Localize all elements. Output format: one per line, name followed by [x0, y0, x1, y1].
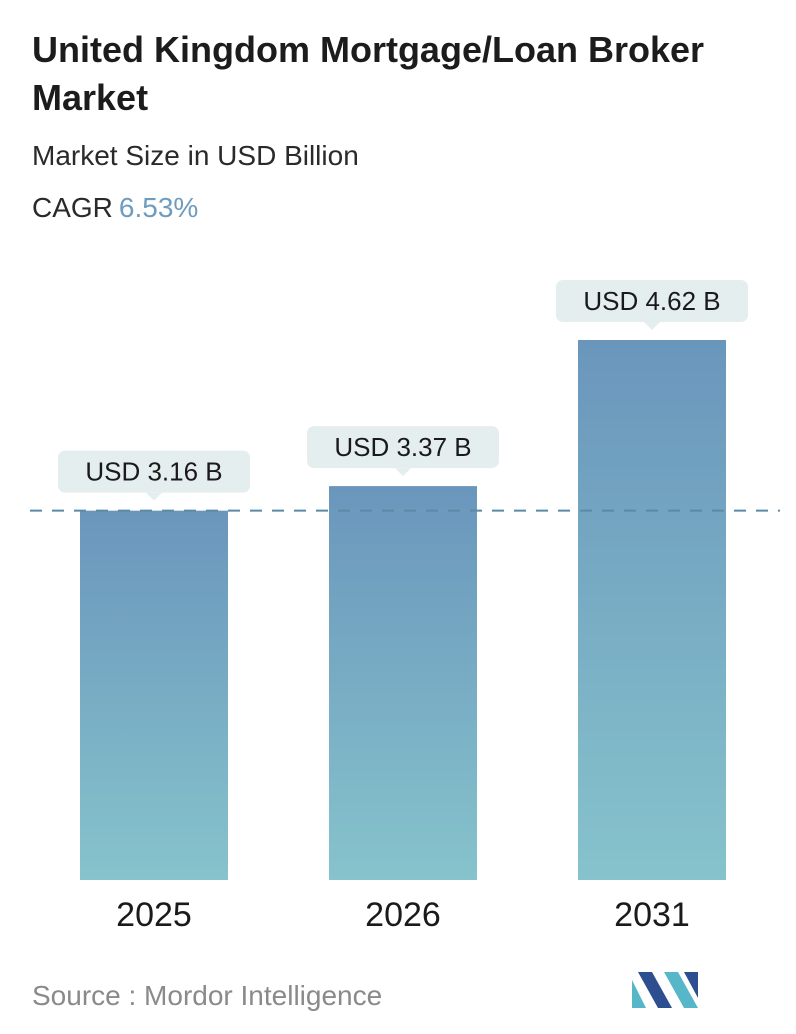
value-label-pointer [644, 322, 660, 330]
x-tick-2026: 2026 [365, 896, 441, 934]
value-label-bubble [58, 450, 250, 493]
bars-layer [80, 340, 726, 880]
x-tick-2025: 2025 [116, 896, 192, 934]
value-label-pointer [146, 492, 162, 501]
value-label-2031: USD 4.62 B [556, 280, 748, 330]
cagr-value: 6.53% [118, 192, 199, 223]
cagr-line: CAGR 6.53% [32, 190, 198, 226]
logo-shape-1 [632, 980, 646, 1008]
value-label-bubble [556, 280, 748, 322]
bar-2025 [80, 510, 228, 880]
logo-shape-3 [664, 972, 698, 1008]
bar-2026 [329, 486, 477, 880]
x-axis-ticks: 2025 2026 2031 [116, 896, 690, 934]
bar-2031 [578, 340, 726, 880]
labels-layer: USD 3.16 B USD 3.37 B USD 4.62 B [58, 280, 748, 501]
x-tick-2031: 2031 [614, 896, 690, 934]
value-label-2026: USD 3.37 B [307, 426, 499, 477]
value-label-bubble [307, 426, 499, 469]
source-note: Source : Mordor Intelligence [32, 980, 383, 1011]
chart-subtitle: Market Size in USD Billion [32, 140, 359, 171]
logo-shape-4 [684, 972, 698, 998]
value-label-pointer [395, 468, 411, 477]
cagr-label: CAGR [32, 192, 113, 223]
value-label-2025: USD 3.16 B [58, 450, 250, 501]
value-label-text: USD 3.37 B [334, 432, 471, 462]
value-label-text: USD 3.16 B [85, 457, 222, 487]
logo-shape-2 [638, 972, 672, 1008]
value-label-text: USD 4.62 B [583, 286, 720, 316]
chart-title: United Kingdom Mortgage/Loan Broker Mark… [32, 29, 705, 118]
mordor-intelligence-logo-icon [632, 972, 698, 1008]
